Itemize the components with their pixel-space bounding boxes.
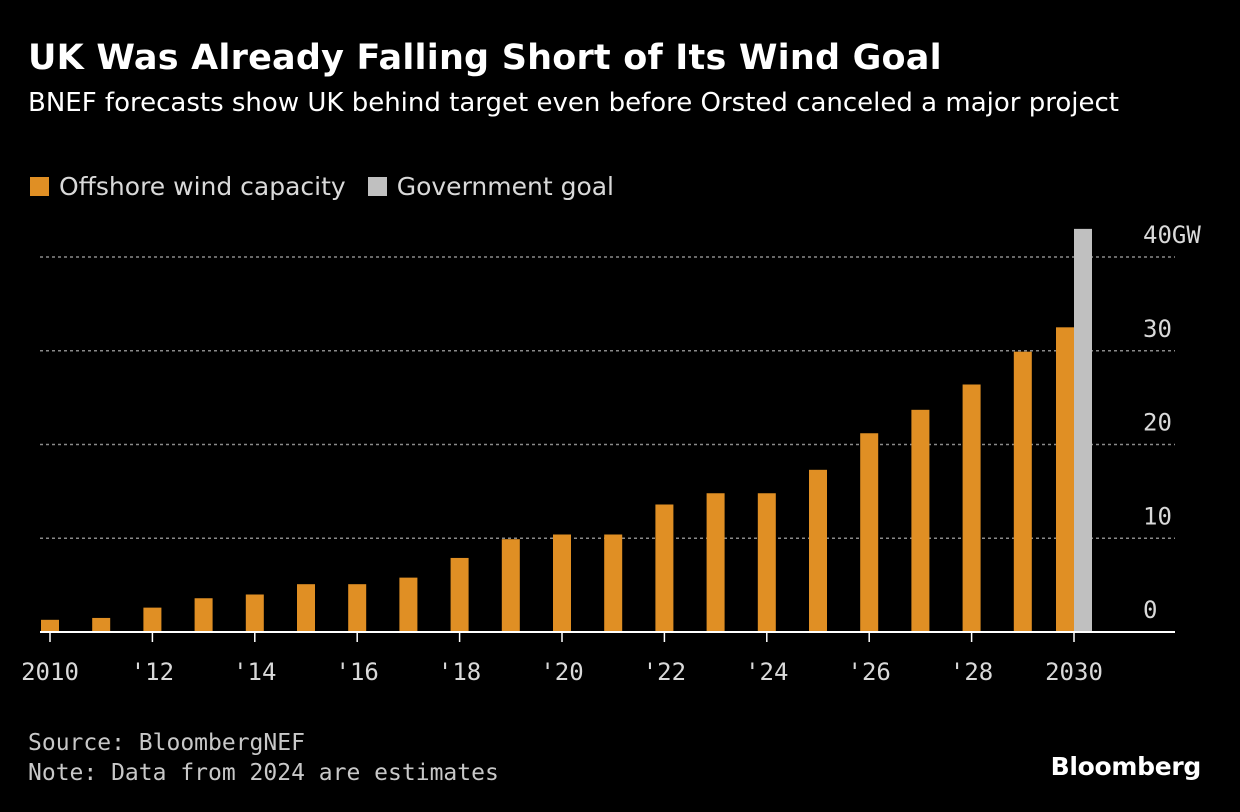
bar-offshore-wind-2030 [1056, 327, 1074, 632]
x-tick-label: '12 [131, 658, 174, 686]
x-tick-label: '26 [848, 658, 891, 686]
chart-title: UK Was Already Falling Short of Its Wind… [28, 38, 942, 78]
bar-offshore-wind-2016 [348, 584, 367, 632]
bar-offshore-wind-2026 [860, 433, 879, 632]
y-tick-label: 40GW [1143, 221, 1201, 249]
x-tick-label: '20 [540, 658, 583, 686]
bar-offshore-wind-2027 [911, 409, 930, 632]
source-note: Source: BloombergNEF [28, 730, 305, 756]
x-tick-label: '22 [643, 658, 686, 686]
bar-offshore-wind-2011 [92, 617, 111, 632]
y-tick-label: 0 [1143, 596, 1157, 624]
x-tick-label: '28 [950, 658, 993, 686]
bloomberg-logo: Bloomberg [1050, 752, 1202, 781]
bar-offshore-wind-2014 [245, 594, 264, 632]
legend-item-government-goal: Government goal [367, 172, 615, 201]
bar-offshore-wind-2025 [809, 469, 827, 632]
chart-legend: Offshore wind capacity Government goal [30, 172, 636, 201]
bar-offshore-wind-2024 [757, 493, 776, 632]
bar-offshore-wind-2017 [399, 577, 418, 632]
bar-government-goal-2030 [1074, 228, 1092, 632]
bar-offshore-wind-2018 [450, 557, 469, 632]
bar-offshore-wind-2020 [553, 534, 571, 632]
x-tick-label: '24 [745, 658, 788, 686]
x-tick-label: '14 [233, 658, 276, 686]
chart-subtitle: BNEF forecasts show UK behind target eve… [28, 88, 1119, 118]
bar-offshore-wind-2013 [194, 598, 213, 632]
bar-offshore-wind-2012 [143, 607, 162, 632]
x-tick-label: 2030 [1045, 658, 1103, 686]
x-tick-label: 2010 [21, 658, 79, 686]
legend-label-government-goal: Government goal [396, 172, 615, 201]
data-note: Note: Data from 2024 are estimates [28, 760, 499, 786]
bar-offshore-wind-2022 [655, 504, 674, 632]
legend-swatch-government-goal [367, 177, 387, 196]
x-tick-label: '18 [438, 658, 481, 686]
bar-offshore-wind-2010 [41, 619, 59, 632]
y-tick-label: 20 [1143, 409, 1172, 437]
bar-offshore-wind-2028 [962, 384, 981, 632]
legend-item-offshore-wind: Offshore wind capacity [30, 172, 346, 201]
y-tick-label: 10 [1143, 502, 1172, 530]
bar-offshore-wind-2029 [1013, 351, 1032, 632]
y-tick-label: 30 [1143, 315, 1172, 343]
legend-swatch-offshore-wind [30, 177, 49, 196]
bar-offshore-wind-2019 [501, 539, 520, 632]
bar-offshore-wind-2023 [706, 493, 725, 632]
x-tick-label: '16 [336, 658, 379, 686]
bar-offshore-wind-2015 [297, 584, 315, 632]
legend-label-offshore-wind: Offshore wind capacity [59, 172, 346, 201]
bar-offshore-wind-2021 [604, 534, 623, 632]
